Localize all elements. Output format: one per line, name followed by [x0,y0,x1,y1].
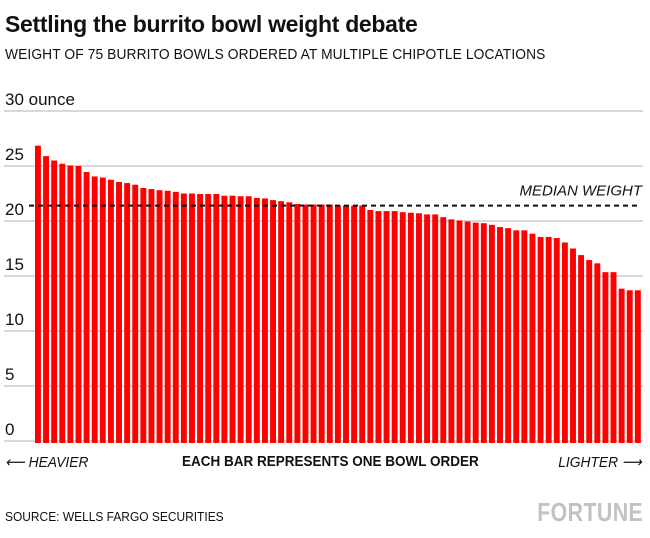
bar [156,190,163,443]
y-tick-label: 25 [5,145,24,164]
bar [310,204,317,443]
bar [416,213,422,443]
fortune-logo: FORTUNE [537,497,643,527]
bar [205,194,212,443]
bar [229,195,236,443]
bar [107,179,114,443]
bar [634,290,641,443]
bar [326,204,333,443]
bar [472,222,479,443]
y-tick-label: 10 [5,310,24,329]
bar [505,228,512,443]
bar [164,190,171,443]
bar [75,166,82,443]
y-tick-label: 5 [5,365,14,384]
bar [59,163,66,444]
y-tick-label: 15 [5,255,24,274]
bar [448,219,455,443]
bar [375,211,382,443]
bar [456,220,463,443]
bar [43,156,50,443]
bar [561,242,568,443]
bar [521,230,528,443]
bar [172,191,179,443]
bar [553,238,560,443]
bar [302,204,309,443]
bar [488,224,495,443]
bar [253,197,260,443]
y-tick-label: 0 [5,420,14,439]
bar [537,236,544,443]
bar [35,145,41,443]
bar [359,205,366,443]
bar [529,233,536,443]
bar [124,183,131,444]
bar [610,272,617,443]
bar [545,236,552,443]
bar [180,193,187,443]
bar [67,165,74,443]
bar [626,290,633,443]
bar [351,205,358,443]
x-axis-label: EACH BAR REPRESENTS ONE BOWL ORDER [182,453,479,470]
y-tick-label: 20 [5,200,24,219]
bar [286,202,293,443]
bar [343,205,349,443]
bar [261,198,268,443]
bar [399,212,406,443]
bar [197,194,204,443]
bar [391,211,398,443]
bar [116,181,122,443]
bar [497,227,503,443]
bar [237,196,244,443]
bar [213,194,220,443]
median-label: MEDIAN WEIGHT [520,183,644,200]
bar [432,214,439,443]
bar [245,196,252,443]
bar [578,255,585,443]
bar [189,193,195,443]
bar [570,248,576,443]
bar [367,210,374,443]
bar [140,188,147,443]
bar [294,203,301,443]
chart-title: Settling the burrito bowl weight debate [5,11,418,37]
bar [318,204,325,443]
bar [132,184,139,443]
chart-subtitle: WEIGHT OF 75 BURRITO BOWLS ORDERED AT MU… [5,46,546,63]
bar [99,177,106,444]
bar [83,172,90,444]
bar [278,201,285,443]
bar [91,176,98,443]
bar [51,160,58,443]
bar [586,260,593,443]
bar [221,195,228,443]
y-tick-label: 30 ounce [5,90,75,109]
source-note: SOURCE: WELLS FARGO SECURITIES [5,509,224,524]
bar [602,272,609,443]
bar [407,212,414,443]
heavier-label: ⟵ HEAVIER [5,454,89,471]
bar [148,189,155,443]
bar [618,288,625,443]
bar [464,221,471,443]
bar [440,217,447,443]
bar [594,263,601,443]
bar [424,214,431,443]
bar [480,223,487,443]
bar [383,211,390,443]
bar [270,200,276,443]
bar [334,205,341,443]
bar [513,230,520,443]
lighter-label: LIGHTER ⟶ [558,454,642,471]
